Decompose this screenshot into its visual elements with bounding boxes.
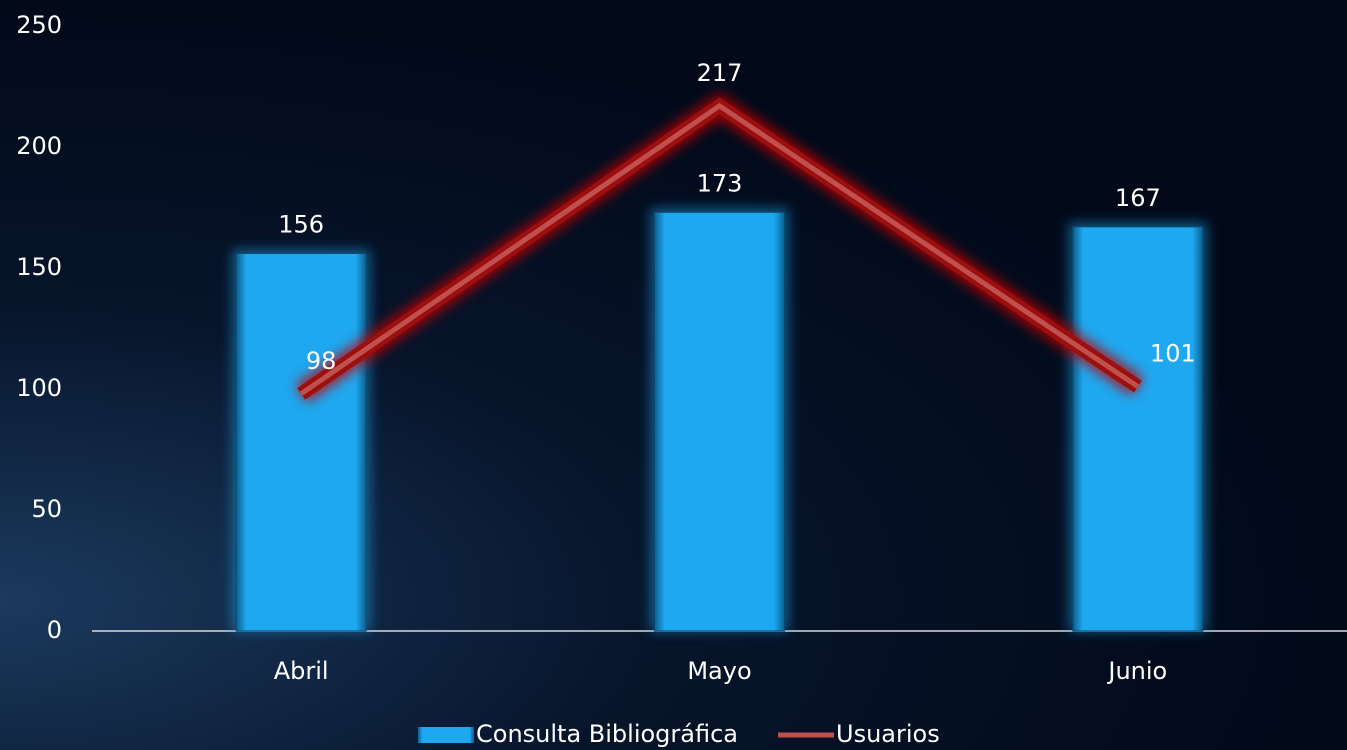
y-tick-label: 150	[16, 253, 62, 281]
data-label: 156	[278, 210, 324, 238]
data-label: 101	[1150, 340, 1196, 368]
y-tick-label: 250	[16, 11, 62, 39]
y-tick-label: 200	[16, 132, 62, 160]
x-tick-label: Abril	[274, 657, 329, 685]
x-tick-label: Junio	[1106, 657, 1167, 685]
y-tick-label: 50	[31, 495, 62, 523]
data-label: 217	[697, 59, 743, 87]
data-label: 167	[1115, 184, 1161, 212]
data-label: 98	[306, 347, 337, 375]
legend-swatch	[418, 727, 474, 743]
bar	[654, 211, 785, 632]
legend-label: Consulta Bibliográfica	[476, 720, 738, 748]
bar	[1072, 226, 1204, 632]
data-label: 173	[697, 169, 743, 197]
line	[299, 102, 1140, 396]
legend-label: Usuarios	[836, 720, 940, 748]
x-tick-label: Mayo	[687, 657, 751, 685]
y-tick-label: 100	[16, 374, 62, 402]
y-tick-label: 0	[47, 616, 62, 644]
bar	[235, 252, 367, 632]
